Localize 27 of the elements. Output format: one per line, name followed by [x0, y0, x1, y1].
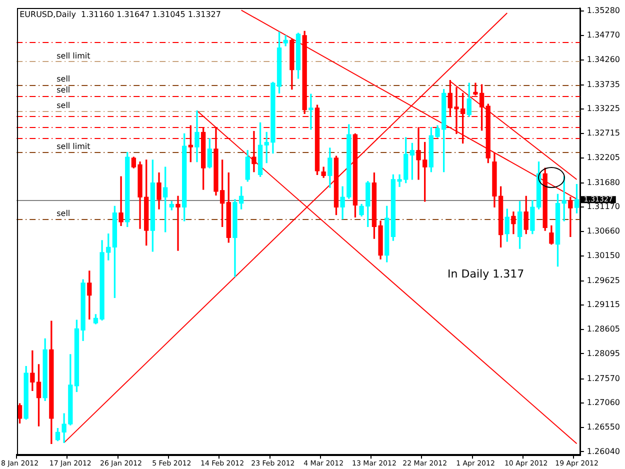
- y-tick-label: 1.26550: [586, 422, 620, 432]
- y-tick-label: 1.32205: [586, 152, 620, 162]
- ref-line-label: sell: [56, 74, 70, 84]
- ref-line-label: sell limit: [56, 51, 90, 60]
- y-tick-label: 1.31680: [586, 178, 620, 187]
- y-tick-label: 1.28095: [586, 348, 620, 358]
- y-tick-label: 1.32715: [586, 128, 620, 138]
- y-tick-label: 1.33225: [586, 104, 620, 114]
- y-tick-label: 1.29625: [586, 276, 620, 285]
- y-tick-label: 1.31170: [586, 202, 620, 212]
- y-tick-label: 1.27570: [586, 374, 620, 383]
- y-tick-label: 1.34770: [586, 30, 620, 40]
- y-tick-label: 1.29115: [586, 300, 620, 310]
- y-tick-label: 1.28605: [586, 324, 620, 334]
- annotation: In Daily 1.317: [448, 268, 524, 281]
- y-tick-label: 1.27060: [586, 398, 620, 408]
- y-tick-label: 1.30660: [586, 226, 620, 236]
- ref-line-label: sell limit: [56, 142, 90, 151]
- chart-title: EURUSD,Daily 1.31160 1.31647 1.31045 1.31327: [20, 10, 221, 19]
- y-tick-label: 1.33735: [586, 80, 620, 89]
- ref-line-label: sell: [56, 209, 70, 218]
- y-tick-label: 1.34260: [586, 54, 620, 64]
- y-tick-label: 1.35280: [586, 6, 620, 16]
- ref-line-label: sell: [56, 86, 70, 95]
- ref-line-label: sell: [56, 100, 70, 110]
- y-tick-label: 1.30150: [586, 250, 620, 260]
- y-tick-label: 1.26040: [586, 446, 620, 456]
